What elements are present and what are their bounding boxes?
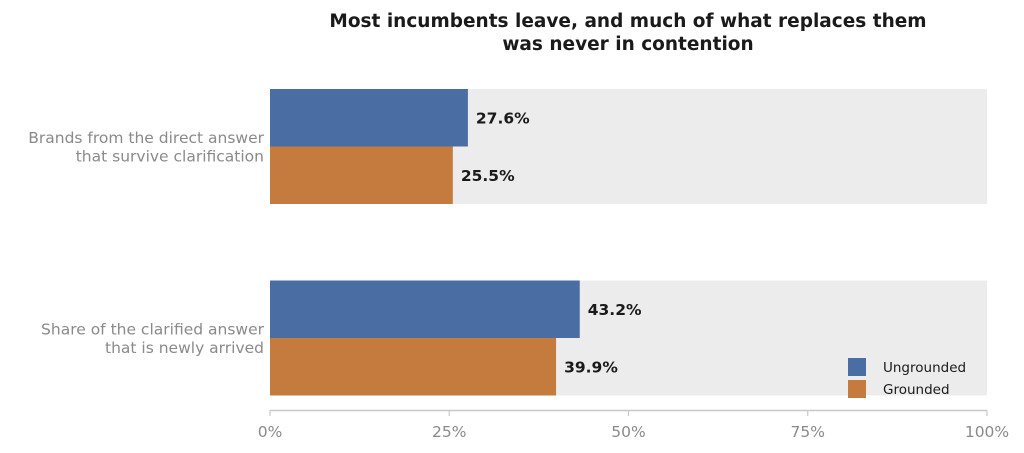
- bar-grounded-1: [270, 338, 557, 396]
- data-label: 25.5%: [461, 167, 515, 185]
- bars: [270, 89, 580, 396]
- category-label: that survive clarification: [76, 147, 264, 165]
- category-label: Brands from the direct answer: [28, 129, 264, 147]
- category-label: Share of the clarified answer: [41, 320, 265, 338]
- legend-swatch-grounded: [848, 380, 866, 398]
- legend-swatch-ungrounded: [848, 358, 866, 376]
- legend-label: Ungrounded: [883, 360, 966, 376]
- x-tick-label: 0%: [258, 423, 283, 441]
- x-tick-label: 25%: [432, 423, 466, 441]
- data-labels: 27.6% 25.5% 43.2% 39.9%: [461, 109, 642, 376]
- legend-label: Grounded: [883, 382, 950, 398]
- data-label: 39.9%: [564, 358, 618, 376]
- bar-ungrounded-1: [270, 280, 580, 338]
- category-label: that is newly arrived: [105, 339, 264, 357]
- data-label: 27.6%: [476, 109, 530, 127]
- chart-title: Most incumbents leave, and much of what …: [329, 11, 926, 55]
- bar-ungrounded-0: [270, 89, 468, 147]
- x-tick-label: 50%: [611, 423, 645, 441]
- legend: Ungrounded Grounded: [848, 358, 966, 398]
- data-label: 43.2%: [588, 301, 642, 319]
- x-tick-label: 100%: [965, 423, 1009, 441]
- x-tick-label: 75%: [791, 423, 825, 441]
- bar-grounded-0: [270, 146, 453, 204]
- chart-title-line-2: was never in contention: [502, 34, 753, 55]
- x-axis: 0% 25% 50% 75% 100%: [258, 409, 1009, 441]
- chart-title-line-1: Most incumbents leave, and much of what …: [329, 11, 926, 32]
